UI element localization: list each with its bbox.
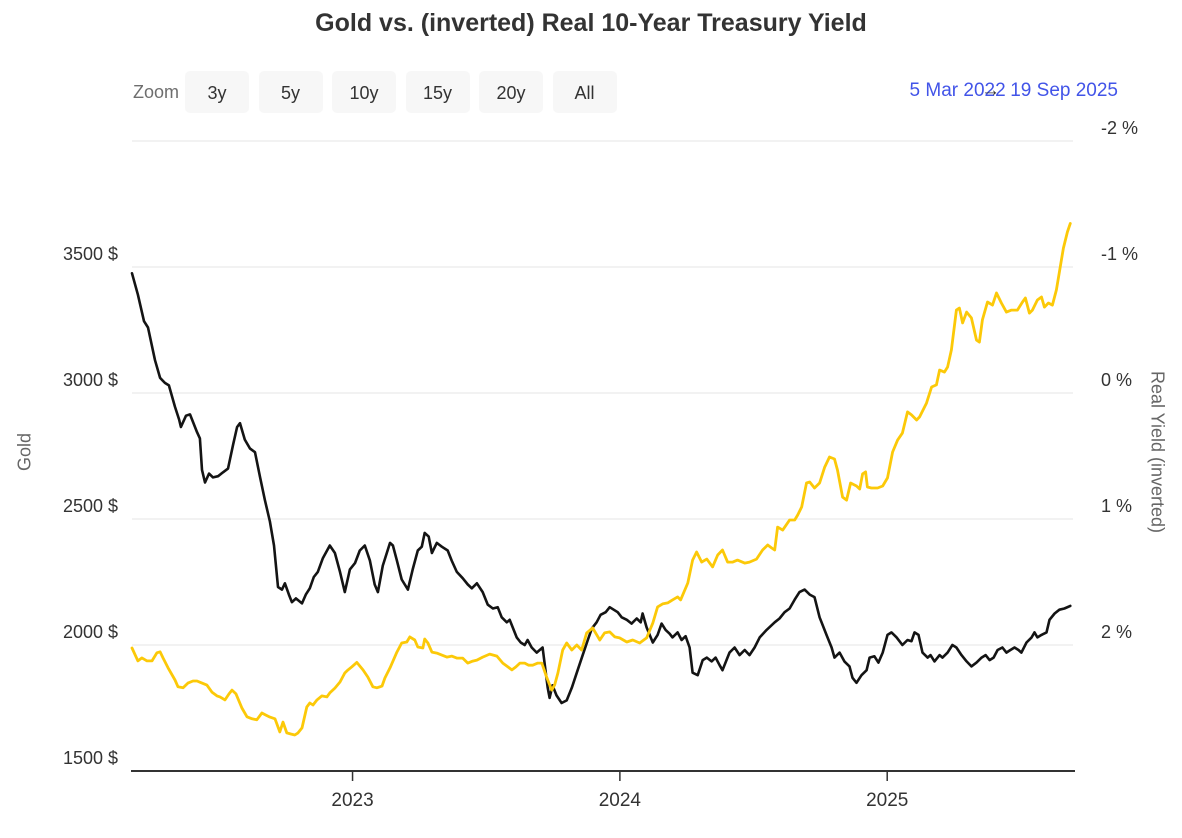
range-button-all[interactable]: All <box>552 71 617 113</box>
x-axis-year-label: 2023 <box>331 790 374 811</box>
left-axis-tick-label: 2500 $ <box>62 496 118 516</box>
from-date-input[interactable]: 5 Mar 2022 <box>909 80 1006 101</box>
right-axis-tick-label: 1 % <box>1101 496 1133 516</box>
to-date-input[interactable]: 19 Sep 2025 <box>1010 80 1118 101</box>
left-axis-tick-label: 3000 $ <box>62 370 118 390</box>
right-axis-tick-label: -2 % <box>1101 118 1139 138</box>
x-axis-year-label: 2025 <box>866 790 909 811</box>
range-button-3y[interactable]: 3y <box>185 71 249 113</box>
right-axis-tick-label: -1 % <box>1101 244 1139 264</box>
range-button-10y[interactable]: 10y <box>332 71 396 113</box>
range-button-20y[interactable]: 20y <box>479 71 543 113</box>
right-axis-tick-label: 0 % <box>1101 370 1133 390</box>
left-axis-tick-label: 2000 $ <box>62 622 118 642</box>
chart-title: Gold vs. (inverted) Real 10-Year Treasur… <box>315 9 867 37</box>
left-axis-tick-label: 3500 $ <box>62 244 118 264</box>
plot-area[interactable] <box>132 141 1073 771</box>
range-button-5y[interactable]: 5y <box>258 71 323 113</box>
date-range-arrow-icon: → <box>980 80 1000 101</box>
series-line-real-10-year-treasury-yield <box>130 272 1072 705</box>
zoom-label: Zoom <box>133 82 180 102</box>
series-line-gold <box>130 222 1072 737</box>
x-axis-year-label: 2024 <box>598 790 642 811</box>
right-axis-tick-label: 2 % <box>1101 622 1133 642</box>
range-button-15y[interactable]: 15y <box>405 71 470 113</box>
left-axis-tick-label: 1500 $ <box>62 748 118 768</box>
date-range-display: 5 Mar 2022 → 19 Sep 2025 <box>910 80 1118 102</box>
